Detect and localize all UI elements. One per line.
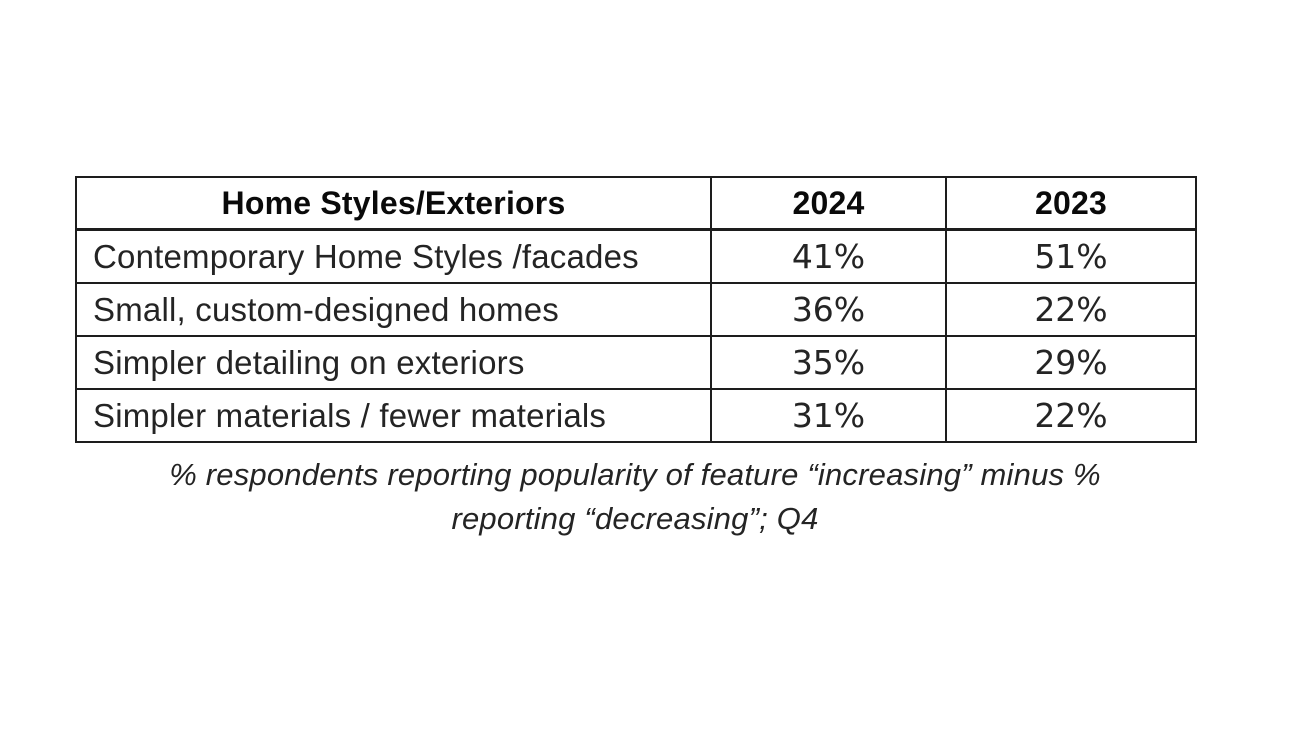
value-2024: 35% xyxy=(710,335,947,390)
table-caption: % respondents reporting popularity of fe… xyxy=(75,453,1195,541)
value-2024: 31% xyxy=(710,388,947,443)
column-header-2024: 2024 xyxy=(710,176,947,231)
row-label: Simpler detailing on exteriors xyxy=(75,335,712,390)
value-2024: 36% xyxy=(710,282,947,337)
value-2023: 51% xyxy=(945,228,1197,284)
value-2023: 22% xyxy=(945,282,1197,337)
row-label: Simpler materials / fewer materials xyxy=(75,388,712,443)
caption-line-1: % respondents reporting popularity of fe… xyxy=(169,457,1101,492)
caption-line-2: reporting “decreasing”; Q4 xyxy=(451,501,819,536)
value-2024: 41% xyxy=(710,228,947,284)
table-row: Simpler materials / fewer materials 31% … xyxy=(75,388,1197,443)
table-row: Simpler detailing on exteriors 35% 29% xyxy=(75,335,1197,390)
column-header-2023: 2023 xyxy=(945,176,1197,231)
row-label: Small, custom-designed homes xyxy=(75,282,712,337)
survey-table-figure: Home Styles/Exteriors 2024 2023 Contempo… xyxy=(75,176,1197,541)
table-row: Small, custom-designed homes 36% 22% xyxy=(75,282,1197,337)
home-styles-exteriors-table: Home Styles/Exteriors 2024 2023 Contempo… xyxy=(75,176,1197,443)
column-header-feature: Home Styles/Exteriors xyxy=(75,176,712,231)
table-row: Contemporary Home Styles /facades 41% 51… xyxy=(75,228,1197,284)
value-2023: 29% xyxy=(945,335,1197,390)
header-row: Home Styles/Exteriors 2024 2023 xyxy=(75,176,1197,231)
row-label: Contemporary Home Styles /facades xyxy=(75,228,712,284)
value-2023: 22% xyxy=(945,388,1197,443)
